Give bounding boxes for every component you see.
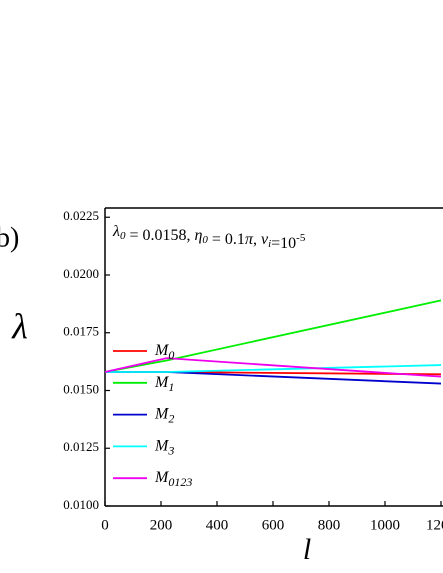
annotation-text: η <box>194 227 202 244</box>
annotation-text: =10 <box>271 235 296 252</box>
annotation-text: π <box>245 231 254 248</box>
x-tick-label: 1200 <box>426 517 443 533</box>
x-tick-label: 800 <box>318 517 341 533</box>
legend-sub: 0 <box>168 348 174 362</box>
legend-name: M <box>154 405 170 422</box>
legend-name: M <box>154 373 170 390</box>
x-tick-label: 400 <box>206 517 229 533</box>
y-tick-label: 0.0150 <box>63 381 99 396</box>
annotation-sub: i <box>268 238 271 250</box>
x-tick-label: 0 <box>101 517 109 533</box>
y-tick-label: 0.0175 <box>63 324 99 339</box>
series-line <box>104 357 442 378</box>
legend-entry: M2 <box>154 405 174 425</box>
y-tick-label: 0.0125 <box>63 439 99 454</box>
annotation-text: λ <box>112 223 120 240</box>
panel-label: b) <box>0 222 19 253</box>
x-axis-label: l <box>303 533 311 566</box>
legend-name: M <box>154 437 170 454</box>
y-tick-label: 0.0200 <box>63 266 99 281</box>
x-tick-label: 1000 <box>370 517 400 533</box>
legend-entry: M1 <box>154 373 174 393</box>
legend-entry: M3 <box>154 437 174 457</box>
annotation: λ0 = 0.0158, η0 = 0.1π, νi=10-5 <box>112 223 306 252</box>
legend-entry: M0123 <box>154 469 192 489</box>
annotation-text: ν <box>261 231 269 248</box>
legend-sub: 3 <box>167 443 174 457</box>
annotation-sup: -5 <box>296 232 306 244</box>
annotation-text: = 0.0158, <box>125 227 194 244</box>
x-tick-label: 200 <box>150 517 173 533</box>
annotation-text: , <box>253 231 261 248</box>
legend-sub: 0123 <box>168 475 192 489</box>
legend-sub: 1 <box>168 380 174 394</box>
x-tick-label: 600 <box>262 517 285 533</box>
legend-sub: 2 <box>168 411 174 425</box>
legend-name: M <box>154 469 170 486</box>
annotation-sub: 0 <box>202 234 208 246</box>
annotation-text: = 0.1 <box>208 231 245 248</box>
legend-entry: M0 <box>154 342 174 362</box>
series-line <box>105 364 442 373</box>
legend-name: M <box>154 342 170 359</box>
annotation-sub: 0 <box>120 230 126 242</box>
y-tick-label: 0.0100 <box>63 497 99 512</box>
y-axis-label: λ <box>11 306 28 346</box>
y-tick-label: 0.0225 <box>63 208 99 223</box>
